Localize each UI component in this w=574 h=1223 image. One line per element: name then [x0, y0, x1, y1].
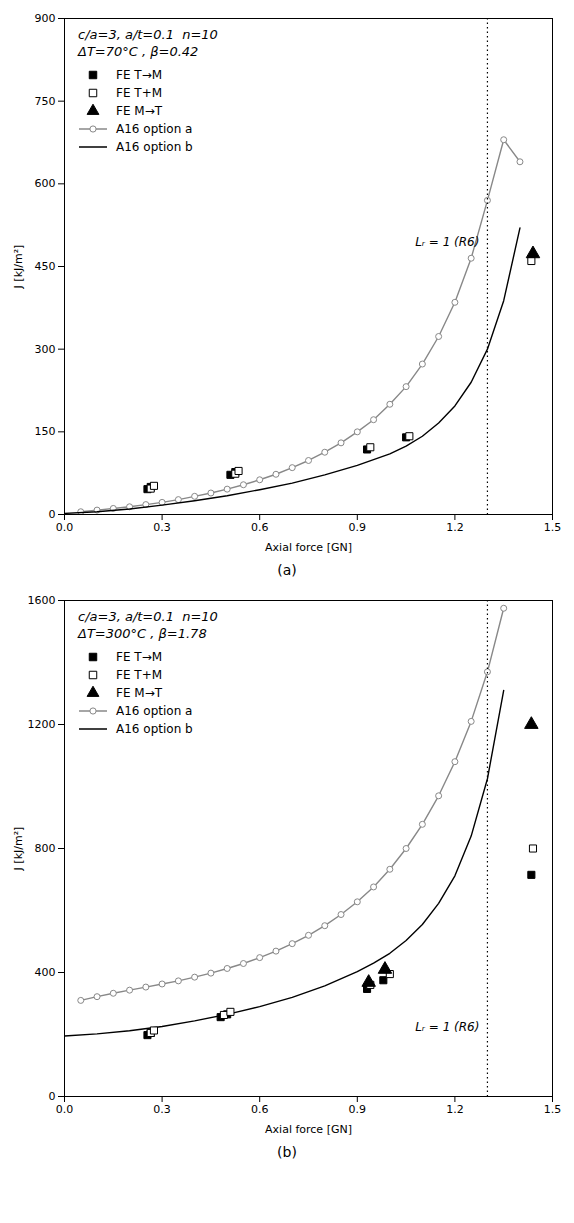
- html-text:A16 option b: A16 option b: [116, 722, 193, 736]
- html-text:(a): (a): [277, 562, 297, 578]
- html-text:FE M→T: FE M→T: [116, 104, 162, 118]
- svg-text:1200: 1200: [28, 718, 56, 731]
- svg-text:1.2: 1.2: [446, 1103, 464, 1116]
- svg-text:0.0: 0.0: [56, 1103, 74, 1116]
- svg-text:300: 300: [35, 343, 56, 356]
- svg-text:Lᵣ = 1 (R6): Lᵣ = 1 (R6): [415, 235, 479, 249]
- svg-text:0: 0: [49, 1090, 56, 1103]
- html-text:FE T+M: FE T+M: [116, 668, 162, 682]
- svg-text:J [kJ/m²]: J [kJ/m²]: [12, 245, 25, 290]
- html-text:A16 option b: A16 option b: [116, 140, 193, 154]
- svg-text:450: 450: [35, 260, 56, 273]
- svg-text:800: 800: [35, 842, 56, 855]
- svg-text:0: 0: [49, 508, 56, 521]
- html-text:(b): (b): [277, 1144, 297, 1160]
- html-text:A16 option a: A16 option a: [116, 122, 193, 136]
- svg-text:1.2: 1.2: [446, 521, 464, 534]
- svg-text:1.5: 1.5: [544, 1103, 562, 1116]
- svg-text:Axial force [GN]: Axial force [GN]: [265, 541, 352, 554]
- svg-text:0.3: 0.3: [153, 521, 171, 534]
- svg-text:J [kJ/m²]: J [kJ/m²]: [12, 827, 25, 872]
- html-text:FE T+M: FE T+M: [116, 86, 162, 100]
- svg-text:Axial force [GN]: Axial force [GN]: [265, 1123, 352, 1136]
- html-text:c/a=3, a/t=0.1 n=10: c/a=3, a/t=0.1 n=10: [78, 609, 218, 624]
- html-text:c/a=3, a/t=0.1 n=10: c/a=3, a/t=0.1 n=10: [78, 27, 218, 42]
- svg-text:1.5: 1.5: [544, 521, 562, 534]
- html-text:FE T→M: FE T→M: [116, 68, 162, 82]
- svg-text:150: 150: [35, 425, 56, 438]
- svg-text:0.3: 0.3: [153, 1103, 171, 1116]
- html-text:ΔT=300°C , β=1.78: ΔT=300°C , β=1.78: [78, 626, 207, 641]
- svg-text:600: 600: [35, 177, 56, 190]
- svg-text:1600: 1600: [28, 594, 56, 607]
- html-text:ΔT=70°C , β=0.42: ΔT=70°C , β=0.42: [78, 44, 199, 59]
- svg-text:0.9: 0.9: [349, 1103, 367, 1116]
- svg-text:750: 750: [35, 95, 56, 108]
- svg-text:900: 900: [35, 12, 56, 25]
- html-text:FE M→T: FE M→T: [116, 686, 162, 700]
- svg-text:Lᵣ = 1 (R6): Lᵣ = 1 (R6): [415, 1020, 479, 1034]
- svg-text:0.6: 0.6: [251, 521, 269, 534]
- html-text:A16 option a: A16 option a: [116, 704, 193, 718]
- svg-text:0.6: 0.6: [251, 1103, 269, 1116]
- svg-text:0.0: 0.0: [56, 521, 74, 534]
- svg-text:400: 400: [35, 966, 56, 979]
- svg-text:0.9: 0.9: [349, 521, 367, 534]
- html-text:FE T→M: FE T→M: [116, 650, 162, 664]
